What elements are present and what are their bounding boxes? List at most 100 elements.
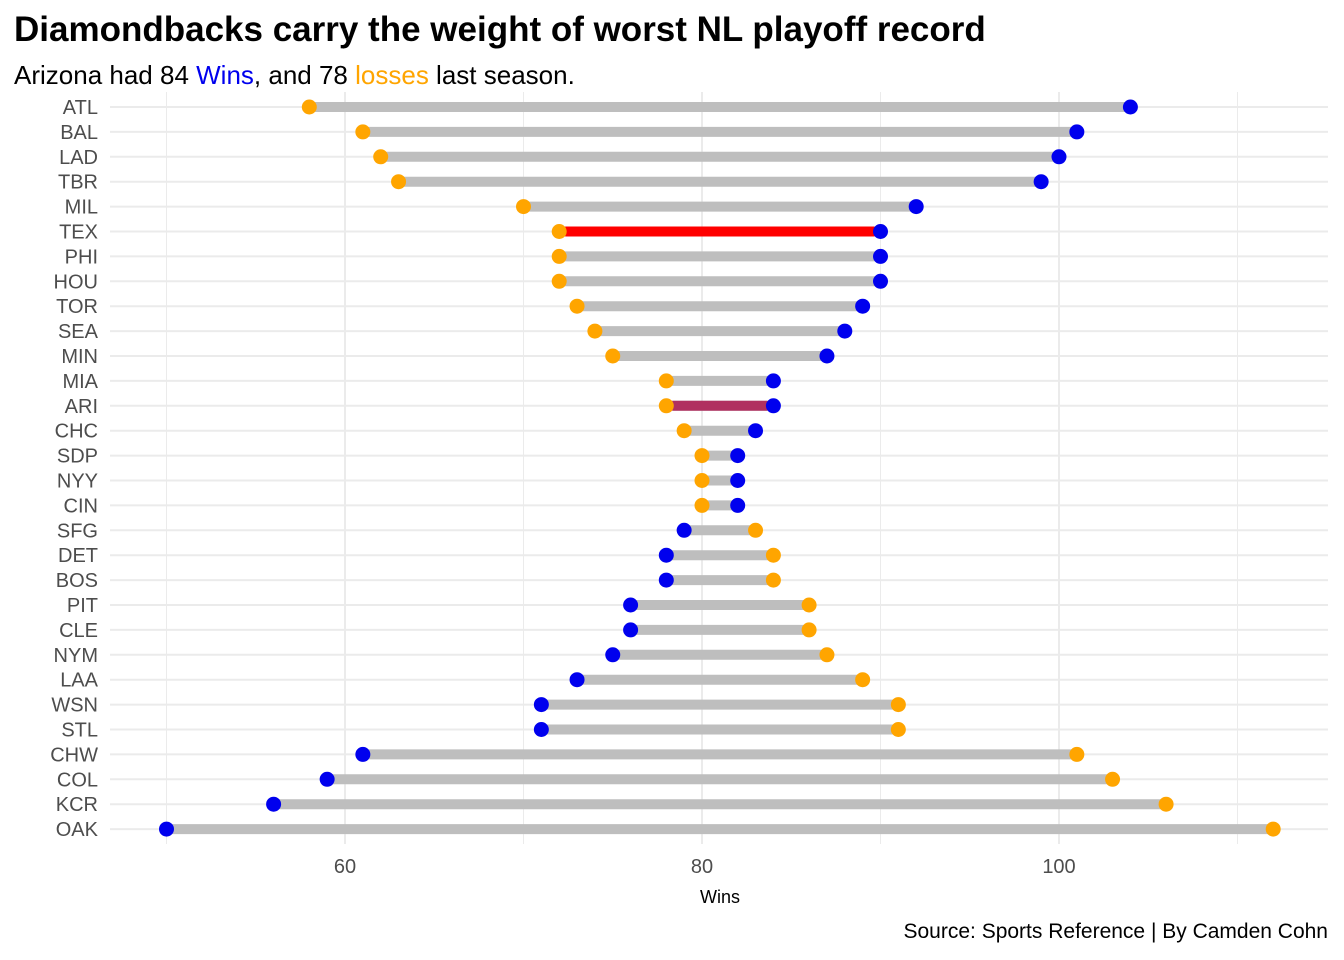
y-tick-label: CHW bbox=[50, 744, 98, 766]
y-tick-label: PIT bbox=[67, 595, 98, 617]
losses-point-sfg bbox=[748, 522, 764, 538]
y-tick-label: SEA bbox=[58, 321, 99, 343]
y-tick-label: DET bbox=[58, 545, 98, 567]
y-tick-label: CLE bbox=[59, 620, 98, 642]
wins-point-hou bbox=[873, 273, 888, 289]
y-tick-label: LAA bbox=[60, 670, 98, 692]
losses-point-tex bbox=[551, 224, 567, 239]
wins-point-mil bbox=[908, 199, 924, 215]
losses-point-tbr bbox=[391, 174, 407, 190]
y-tick-label: CHC bbox=[55, 421, 98, 443]
losses-point-pit bbox=[801, 597, 817, 613]
y-tick-label: LAD bbox=[59, 147, 98, 169]
y-tick-label: CIN bbox=[64, 495, 98, 517]
wins-point-cin bbox=[730, 497, 746, 513]
wins-point-cle bbox=[623, 622, 639, 638]
y-tick-label: MIN bbox=[61, 346, 98, 368]
y-tick-label: ARI bbox=[65, 396, 98, 418]
points bbox=[159, 99, 1281, 837]
wins-point-tor bbox=[855, 298, 871, 314]
losses-point-nyy bbox=[694, 473, 710, 488]
losses-point-stl bbox=[890, 722, 906, 737]
losses-point-bal bbox=[355, 124, 371, 140]
wins-point-nym bbox=[605, 647, 621, 663]
subtitle-wins-word: Wins bbox=[196, 60, 254, 90]
subtitle-middle: , and 78 bbox=[253, 60, 356, 90]
losses-point-hou bbox=[551, 273, 567, 289]
losses-point-ari bbox=[658, 398, 674, 414]
losses-point-cin bbox=[694, 497, 710, 513]
y-tick-label: BOS bbox=[56, 570, 98, 592]
wins-point-pit bbox=[623, 597, 639, 613]
subtitle-suffix: last season. bbox=[428, 60, 575, 90]
y-tick-label: WSN bbox=[51, 695, 98, 717]
y-tick-label: STL bbox=[61, 720, 98, 742]
subtitle-prefix: Arizona had 84 bbox=[14, 60, 197, 90]
losses-point-sdp bbox=[694, 448, 710, 464]
wins-point-sfg bbox=[676, 522, 692, 538]
wins-point-bal bbox=[1069, 124, 1085, 140]
x-tick-label: 80 bbox=[691, 856, 713, 878]
wins-point-min bbox=[819, 348, 835, 364]
y-tick-label: COL bbox=[57, 769, 98, 791]
y-tick-label: SFG bbox=[57, 520, 98, 542]
losses-point-lad bbox=[373, 149, 389, 165]
losses-point-mil bbox=[516, 199, 531, 215]
wins-point-atl bbox=[1122, 99, 1138, 115]
y-tick-label: NYM bbox=[54, 645, 98, 667]
wins-point-sdp bbox=[730, 448, 746, 464]
segments bbox=[166, 102, 1274, 835]
y-tick-label: KCR bbox=[56, 794, 98, 816]
losses-point-mia bbox=[658, 373, 674, 389]
wins-point-det bbox=[658, 547, 674, 563]
wins-point-chw bbox=[355, 746, 371, 762]
losses-point-nym bbox=[819, 647, 835, 663]
wins-point-kcr bbox=[266, 796, 282, 812]
losses-point-oak bbox=[1265, 821, 1281, 837]
losses-point-phi bbox=[551, 248, 567, 264]
losses-point-sea bbox=[587, 323, 603, 339]
y-tick-label: ATL bbox=[63, 97, 98, 119]
losses-point-laa bbox=[855, 672, 871, 688]
chart-subtitle: Arizona had 84 Wins, and 78 losses last … bbox=[14, 60, 575, 91]
losses-point-cle bbox=[801, 622, 817, 638]
wins-point-nyy bbox=[730, 473, 746, 488]
y-tick-label: PHI bbox=[65, 246, 98, 268]
wins-point-chc bbox=[748, 423, 764, 439]
losses-point-tor bbox=[569, 298, 585, 314]
losses-point-wsn bbox=[890, 697, 906, 713]
chart-title: Diamondbacks carry the weight of worst N… bbox=[14, 10, 986, 49]
y-tick-label: NYY bbox=[57, 471, 98, 493]
wins-point-mia bbox=[765, 373, 781, 389]
losses-point-bos bbox=[765, 572, 781, 588]
subtitle-losses-word: losses bbox=[355, 60, 429, 90]
wins-point-tex bbox=[873, 224, 888, 239]
y-tick-label: MIA bbox=[62, 371, 98, 393]
wins-point-col bbox=[319, 771, 335, 787]
losses-point-chw bbox=[1069, 746, 1085, 762]
y-tick-label: OAK bbox=[56, 819, 99, 841]
wins-point-ari bbox=[765, 398, 781, 414]
losses-point-col bbox=[1105, 771, 1121, 787]
y-tick-label: HOU bbox=[54, 271, 98, 293]
wins-point-wsn bbox=[533, 697, 549, 713]
wins-point-laa bbox=[569, 672, 585, 688]
y-tick-label: TBR bbox=[58, 172, 98, 194]
wins-point-phi bbox=[873, 248, 888, 264]
losses-point-min bbox=[605, 348, 621, 364]
losses-point-det bbox=[765, 547, 781, 563]
wins-point-tbr bbox=[1033, 174, 1049, 190]
chart-caption: Source: Sports Reference | By Camden Coh… bbox=[903, 920, 1328, 943]
y-tick-label: BAL bbox=[60, 122, 98, 144]
y-tick-label: TEX bbox=[59, 222, 98, 244]
x-axis-ticks: 60 80 100 bbox=[334, 856, 1076, 878]
losses-point-chc bbox=[676, 423, 692, 439]
wins-point-oak bbox=[159, 821, 174, 837]
losses-point-atl bbox=[301, 99, 317, 115]
wins-point-stl bbox=[533, 722, 549, 737]
x-axis-title: Wins bbox=[700, 887, 740, 907]
losses-point-kcr bbox=[1158, 796, 1174, 812]
wins-point-sea bbox=[837, 323, 853, 339]
